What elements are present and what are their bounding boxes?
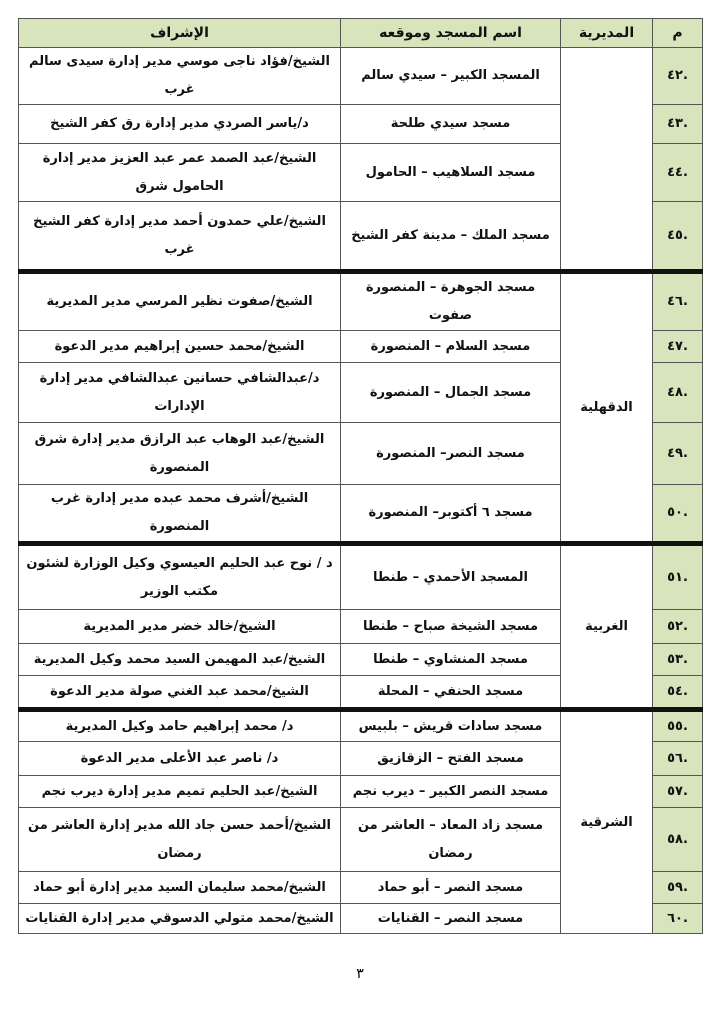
mosque-cell: مسجد سادات قريش – بلبيس xyxy=(340,707,561,742)
mosque-cell: مسجد النصر الكبير – ديرب نجم xyxy=(340,775,561,808)
table-row: .٥٦ مسجد الفتح – الزقازيق د/ ناصر عبد الأع… xyxy=(18,741,703,776)
supervision-cell: د/ياسر الصردي مدير إدارة رق كفر الشيخ xyxy=(18,104,341,144)
header-directorate: المديرية xyxy=(560,18,653,48)
mosque-cell: مسجد الفتح – الزقازيق xyxy=(340,741,561,776)
table-row: .٥٤ مسجد الحنفي – المحلة الشيخ/محمد عبد ال… xyxy=(18,675,703,710)
directorate-cell: الغربية xyxy=(560,541,653,710)
supervision-cell: الشيخ/محمد سليمان السيد مدير إدارة أبو ح… xyxy=(18,871,341,904)
table-row: .٤٢ المسجد الكبير – سيدي سالم الشيخ/فؤاد ن… xyxy=(18,47,703,272)
row-number: .٤٦ xyxy=(652,269,703,331)
row-number: .٤٨ xyxy=(652,362,703,423)
mosque-cell: مسجد السلاهيب – الحامول xyxy=(340,143,561,202)
table-row: .٤٨ مسجد الجمال – المنصورة د/عبدالشافي حسا… xyxy=(18,362,703,423)
table-row: .٥٩ مسجد النصر – أبو حماد الشيخ/محمد سليما… xyxy=(18,871,703,904)
supervision-cell: الشيخ/صفوت نظير المرسي مدير المديرية xyxy=(18,269,341,331)
header-number: م xyxy=(652,18,703,48)
mosque-cell: مسجد زاد المعاد – العاشر من رمضان xyxy=(340,807,561,872)
row-number: .٤٣ xyxy=(652,104,703,144)
mosques-table: م المديرية اسم المسجد وموقعه الإشراف .٤٢… xyxy=(18,18,703,934)
header-supervision: الإشراف xyxy=(18,18,341,48)
mosque-cell: مسجد الشيخة صباح – طنطا xyxy=(340,609,561,644)
supervision-cell: الشيخ/أحمد حسن جاد الله مدير إدارة العاش… xyxy=(18,807,341,872)
supervision-cell: الشيخ/عبد الحليم تميم مدير إدارة ديرب نج… xyxy=(18,775,341,808)
supervision-cell: الشيخ/فؤاد ناجى موسي مدير إدارة سيدى سال… xyxy=(18,47,341,105)
page-number: ٣ xyxy=(356,966,364,982)
row-number: .٤٧ xyxy=(652,330,703,363)
mosque-cell: مسجد السلام – المنصورة xyxy=(340,330,561,363)
supervision-cell: د/ ناصر عبد الأعلى مدير الدعوة xyxy=(18,741,341,776)
directorate-cell xyxy=(560,47,653,272)
supervision-cell: د/ محمد إبراهيم حامد وكيل المديرية xyxy=(18,707,341,742)
row-number: .٤٩ xyxy=(652,422,703,485)
row-number: .٥٥ xyxy=(652,707,703,742)
directorate-cell: الشرقية xyxy=(560,707,653,934)
mosque-cell: مسجد المنشاوي – طنطا xyxy=(340,643,561,676)
table-row: .٥٢ مسجد الشيخة صباح – طنطا الشيخ/خالد خضر… xyxy=(18,609,703,644)
row-number: .٥٢ xyxy=(652,609,703,644)
header-row: م المديرية اسم المسجد وموقعه الإشراف xyxy=(18,18,703,48)
table-row: .٥٧ مسجد النصر الكبير – ديرب نجم الشيخ/عبد… xyxy=(18,775,703,808)
mosque-cell: مسجد الجمال – المنصورة xyxy=(340,362,561,423)
table-row: .٦٠ مسجد النصر – القنايات الشيخ/محمد متولي… xyxy=(18,903,703,934)
mosque-cell: المسجد الأحمدي – طنطا xyxy=(340,541,561,610)
supervision-cell: الشيخ/محمد عبد الغني صولة مدير الدعوة xyxy=(18,675,341,710)
row-number: .٥٨ xyxy=(652,807,703,872)
row-number: .٥٠ xyxy=(652,484,703,544)
mosque-cell: المسجد الكبير – سيدي سالم xyxy=(340,47,561,105)
mosque-cell: مسجد سيدي طلحة xyxy=(340,104,561,144)
supervision-cell: الشيخ/عبد الصمد عمر عبد العزيز مدير إدار… xyxy=(18,143,341,202)
supervision-cell: الشيخ/عبد المهيمن السيد محمد وكيل المدير… xyxy=(18,643,341,676)
row-number: .٥٧ xyxy=(652,775,703,808)
mosque-cell: مسجد الحنفي – المحلة xyxy=(340,675,561,710)
supervision-cell: الشيخ/عبد الوهاب عبد الرازق مدير إدارة ش… xyxy=(18,422,341,485)
table-row: .٥١ الغربية المسجد الأحمدي – طنطا د / نوح ع… xyxy=(18,541,703,710)
table-row: .٤٣ مسجد سيدي طلحة د/ياسر الصردي مدير إدار… xyxy=(18,104,703,144)
mosque-cell: مسجد النصر – أبو حماد xyxy=(340,871,561,904)
row-number: .٥٣ xyxy=(652,643,703,676)
row-number: .٤٥ xyxy=(652,201,703,272)
mosque-cell: مسجد الملك – مدينة كفر الشيخ xyxy=(340,201,561,272)
table-row: .٤٦ الدقهلية مسجد الجوهرة – المنصورة صفوت ا… xyxy=(18,269,703,544)
supervision-cell: د / نوح عبد الحليم العيسوي وكيل الوزارة … xyxy=(18,541,341,610)
mosque-cell: مسجد النصر – القنايات xyxy=(340,903,561,934)
supervision-cell: الشيخ/علي حمدون أحمد مدير إدارة كفر الشي… xyxy=(18,201,341,272)
supervision-cell: الشيخ/خالد خضر مدير المديرية xyxy=(18,609,341,644)
header-mosque: اسم المسجد وموقعه xyxy=(340,18,561,48)
row-number: .٥٦ xyxy=(652,741,703,776)
row-number: .٤٢ xyxy=(652,47,703,105)
row-number: .٦٠ xyxy=(652,903,703,934)
row-number: .٥١ xyxy=(652,541,703,610)
row-number: .٥٤ xyxy=(652,675,703,710)
table-row: .٥٣ مسجد المنشاوي – طنطا الشيخ/عبد المهيمن… xyxy=(18,643,703,676)
table-row: .٤٥ مسجد الملك – مدينة كفر الشيخ الشيخ/علي… xyxy=(18,201,703,272)
supervision-cell: الشيخ/محمد متولي الدسوقي مدير إدارة القن… xyxy=(18,903,341,934)
mosque-cell: مسجد الجوهرة – المنصورة صفوت xyxy=(340,269,561,331)
row-number: .٤٤ xyxy=(652,143,703,202)
supervision-cell: د/عبدالشافي حسانين عبدالشافي مدير إدارة … xyxy=(18,362,341,423)
table-row: .٥٠ مسجد ٦ أكتوبر– المنصورة الشيخ/أشرف محم… xyxy=(18,484,703,544)
supervision-cell: الشيخ/أشرف محمد عبده مدير إدارة غرب المن… xyxy=(18,484,341,544)
mosque-cell: مسجد النصر– المنصورة xyxy=(340,422,561,485)
table-row: .٤٤ مسجد السلاهيب – الحامول الشيخ/عبد الصم… xyxy=(18,143,703,202)
directorate-cell: الدقهلية xyxy=(560,269,653,544)
table-row: .٥٥ الشرقية مسجد سادات قريش – بلبيس د/ محمد… xyxy=(18,707,703,934)
row-number: .٥٩ xyxy=(652,871,703,904)
supervision-cell: الشيخ/محمد حسين إبراهيم مدير الدعوة xyxy=(18,330,341,363)
mosque-cell: مسجد ٦ أكتوبر– المنصورة xyxy=(340,484,561,544)
table-row: .٥٨ مسجد زاد المعاد – العاشر من رمضان الشي… xyxy=(18,807,703,872)
table-row: .٤٩ مسجد النصر– المنصورة الشيخ/عبد الوهاب … xyxy=(18,422,703,485)
